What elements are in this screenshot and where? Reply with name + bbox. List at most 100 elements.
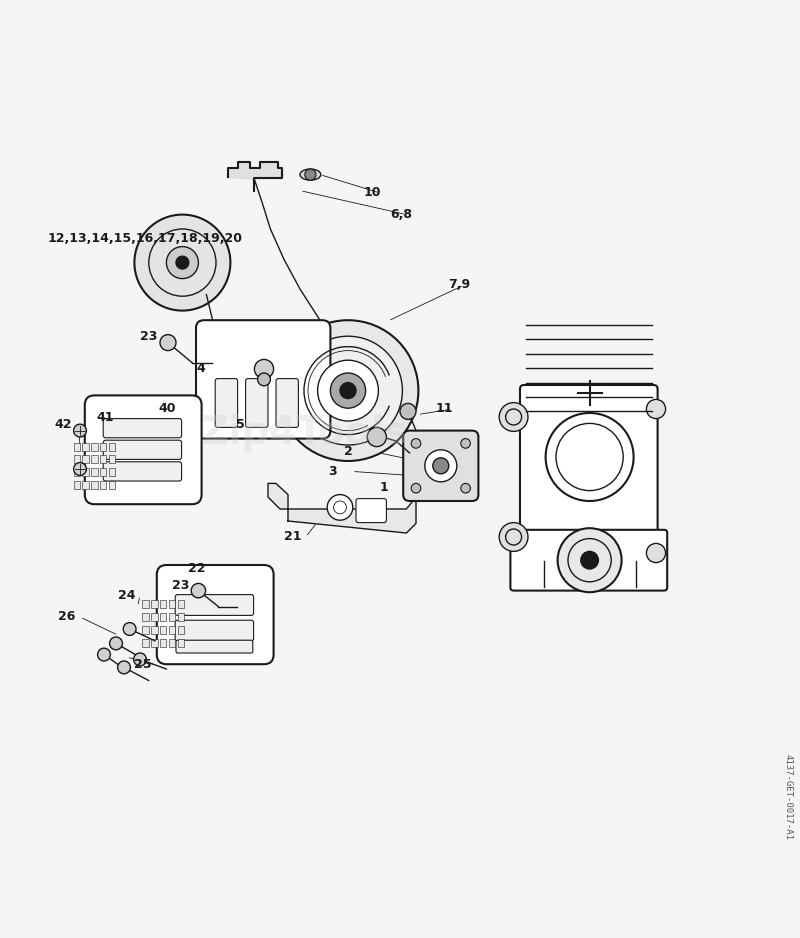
- Text: 5: 5: [236, 418, 245, 431]
- FancyBboxPatch shape: [74, 456, 80, 463]
- FancyBboxPatch shape: [246, 379, 268, 428]
- Circle shape: [461, 483, 470, 493]
- FancyBboxPatch shape: [100, 443, 106, 450]
- FancyBboxPatch shape: [276, 379, 298, 428]
- Circle shape: [400, 403, 416, 419]
- Circle shape: [98, 648, 110, 661]
- Circle shape: [123, 623, 136, 635]
- FancyBboxPatch shape: [91, 443, 98, 450]
- Circle shape: [433, 458, 449, 474]
- FancyBboxPatch shape: [74, 468, 80, 477]
- Text: 21: 21: [284, 531, 302, 543]
- Text: 2: 2: [344, 445, 353, 458]
- Circle shape: [367, 428, 386, 446]
- Text: 4137-GET-0017-A1: 4137-GET-0017-A1: [783, 754, 793, 840]
- Circle shape: [411, 483, 421, 493]
- FancyBboxPatch shape: [160, 600, 166, 608]
- FancyBboxPatch shape: [91, 456, 98, 463]
- FancyBboxPatch shape: [91, 481, 98, 489]
- FancyBboxPatch shape: [103, 440, 182, 460]
- FancyBboxPatch shape: [403, 431, 478, 501]
- Circle shape: [278, 320, 418, 461]
- FancyBboxPatch shape: [74, 481, 80, 489]
- Circle shape: [558, 528, 622, 592]
- FancyBboxPatch shape: [82, 443, 89, 450]
- FancyBboxPatch shape: [82, 468, 89, 477]
- FancyBboxPatch shape: [82, 456, 89, 463]
- Text: 25: 25: [134, 658, 152, 672]
- Circle shape: [166, 247, 198, 279]
- Text: 26: 26: [58, 611, 75, 624]
- Text: 23: 23: [172, 579, 190, 592]
- Circle shape: [110, 637, 122, 650]
- Circle shape: [160, 335, 176, 351]
- FancyBboxPatch shape: [356, 499, 386, 522]
- FancyBboxPatch shape: [160, 613, 166, 621]
- Circle shape: [318, 360, 378, 421]
- Text: 1: 1: [380, 481, 389, 494]
- Circle shape: [258, 373, 270, 386]
- FancyBboxPatch shape: [100, 468, 106, 477]
- FancyBboxPatch shape: [100, 456, 106, 463]
- Circle shape: [74, 424, 86, 437]
- Text: 3: 3: [328, 465, 337, 477]
- Circle shape: [646, 543, 666, 563]
- Circle shape: [411, 439, 421, 448]
- FancyBboxPatch shape: [178, 600, 184, 608]
- Circle shape: [461, 439, 470, 448]
- Text: 24: 24: [118, 589, 136, 602]
- Text: 10: 10: [364, 187, 382, 200]
- Polygon shape: [268, 483, 416, 533]
- Circle shape: [254, 359, 274, 379]
- FancyBboxPatch shape: [109, 468, 115, 477]
- FancyBboxPatch shape: [196, 320, 330, 439]
- FancyBboxPatch shape: [175, 620, 254, 641]
- Text: 12,13,14,15,16,17,18,19,20: 12,13,14,15,16,17,18,19,20: [48, 232, 243, 245]
- FancyBboxPatch shape: [215, 379, 238, 428]
- Text: Zip4Tools: Zip4Tools: [200, 414, 408, 452]
- Text: 4: 4: [196, 362, 205, 375]
- Text: 6,8: 6,8: [390, 208, 413, 221]
- FancyBboxPatch shape: [142, 613, 149, 621]
- FancyBboxPatch shape: [160, 626, 166, 634]
- Text: 11: 11: [436, 402, 454, 416]
- FancyBboxPatch shape: [85, 396, 202, 505]
- FancyBboxPatch shape: [109, 456, 115, 463]
- Text: 41: 41: [96, 411, 114, 423]
- Circle shape: [191, 583, 206, 598]
- Text: 42: 42: [54, 418, 72, 431]
- Polygon shape: [228, 161, 282, 179]
- Circle shape: [305, 169, 316, 180]
- FancyBboxPatch shape: [169, 613, 175, 621]
- Circle shape: [330, 373, 366, 408]
- FancyBboxPatch shape: [169, 600, 175, 608]
- Circle shape: [118, 661, 130, 673]
- FancyBboxPatch shape: [103, 418, 182, 438]
- Text: 40: 40: [158, 402, 176, 416]
- FancyBboxPatch shape: [520, 385, 658, 565]
- Circle shape: [340, 383, 356, 399]
- Circle shape: [499, 402, 528, 431]
- FancyBboxPatch shape: [178, 639, 184, 646]
- FancyBboxPatch shape: [142, 600, 149, 608]
- FancyBboxPatch shape: [109, 443, 115, 450]
- FancyBboxPatch shape: [176, 641, 253, 653]
- FancyBboxPatch shape: [100, 481, 106, 489]
- FancyBboxPatch shape: [178, 613, 184, 621]
- Ellipse shape: [300, 169, 321, 180]
- FancyBboxPatch shape: [169, 639, 175, 646]
- FancyBboxPatch shape: [91, 468, 98, 477]
- FancyBboxPatch shape: [103, 461, 182, 481]
- FancyBboxPatch shape: [151, 639, 158, 646]
- FancyBboxPatch shape: [142, 626, 149, 634]
- Circle shape: [581, 552, 598, 569]
- FancyBboxPatch shape: [151, 626, 158, 634]
- FancyBboxPatch shape: [178, 626, 184, 634]
- Circle shape: [425, 450, 457, 482]
- Circle shape: [499, 522, 528, 552]
- FancyBboxPatch shape: [109, 481, 115, 489]
- Circle shape: [74, 462, 86, 476]
- FancyBboxPatch shape: [175, 595, 254, 615]
- Circle shape: [134, 215, 230, 310]
- Circle shape: [134, 653, 146, 666]
